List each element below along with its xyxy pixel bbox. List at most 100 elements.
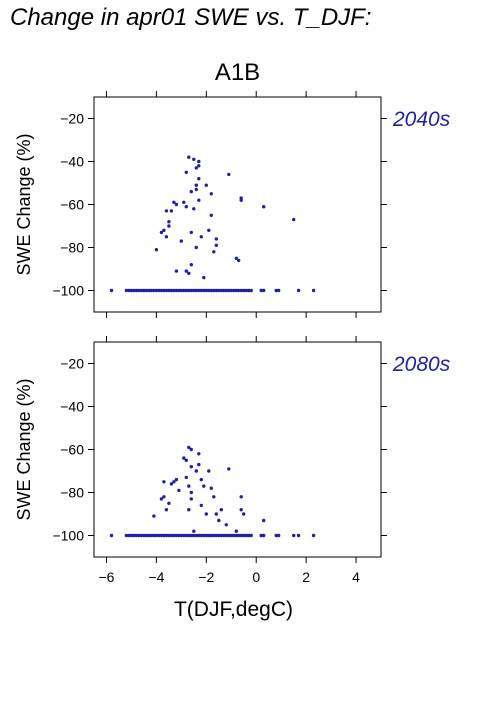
data-point [124,533,129,538]
data-point [177,488,181,493]
data-point [239,288,243,293]
data-point [197,288,201,293]
data-point [134,533,139,538]
data-point [167,224,171,228]
data-point [129,533,134,538]
data-point [209,288,213,293]
plot-frame [93,341,382,558]
data-point [154,248,159,252]
x-tick-label: 4 [352,569,360,585]
data-point [277,533,281,538]
data-point [184,170,188,174]
data-point [204,512,208,516]
data-point [182,533,186,538]
data-point [219,508,223,512]
data-point [187,288,191,293]
data-point [197,159,201,164]
y-tick-label: −80 [60,240,84,256]
data-point [187,508,191,512]
data-point [242,512,246,516]
data-point [217,533,221,538]
data-point [179,288,183,293]
data-point [249,533,253,538]
data-point [207,228,211,232]
data-point [152,288,156,293]
y-tick-label: −40 [60,154,84,170]
data-point [174,288,179,293]
period-label: 2040s [392,108,451,131]
data-point [142,288,146,293]
data-point [224,523,228,527]
data-point [197,177,201,181]
data-point [147,288,151,293]
data-point [164,235,169,239]
data-point [157,533,161,538]
data-point [214,237,218,241]
data-point [182,288,186,293]
y-tick-label: −100 [52,283,84,299]
y-tick-label: −40 [60,399,84,415]
data-point [174,477,179,482]
data-point [159,533,164,538]
data-point [187,445,191,450]
data-point [199,235,203,239]
data-point [207,288,211,293]
data-point [217,288,221,293]
data-point [144,533,149,538]
data-point [239,198,243,202]
data-point [247,533,251,538]
data-point [199,477,203,482]
data-point [109,288,114,293]
data-point [184,205,188,209]
data-point [194,183,198,187]
data-point [212,250,216,254]
data-point [247,288,251,293]
data-point [152,533,156,538]
data-point [311,288,316,293]
data-point [167,220,171,224]
data-point [214,288,218,293]
data-point [212,495,216,499]
data-point [229,533,233,538]
data-point [184,533,188,538]
data-point [189,263,193,267]
data-point [202,533,206,538]
data-point [159,497,164,501]
x-tick-label: 0 [252,569,260,585]
data-point [237,288,241,293]
data-point [217,518,221,523]
data-point [189,533,193,538]
data-point [134,288,139,293]
data-point [239,495,243,499]
data-point [212,533,216,538]
data-point [197,452,201,456]
data-point [207,469,211,473]
data-point [167,533,171,538]
data-point [277,288,281,293]
data-point [259,288,263,293]
data-point [164,209,169,213]
x-tick-label: −2 [198,569,214,585]
data-point [137,533,141,538]
data-point [194,187,198,192]
data-point [164,508,169,512]
data-point [197,462,201,467]
x-axis-label: T(DJF,degC) [174,598,293,621]
data-point [199,533,203,538]
data-point [209,486,213,490]
y-tick-label: −20 [60,356,84,372]
plot-frame [93,96,382,313]
data-point [192,207,196,211]
data-point [174,202,179,207]
data-point [219,533,223,538]
data-point [242,533,246,538]
data-point [259,533,263,538]
data-point [162,480,166,484]
data-point [149,288,154,293]
data-point [197,533,201,538]
data-point [219,288,223,293]
figure-title: Change in apr01 SWE vs. T_DJF: [10,4,372,31]
data-point [212,288,216,293]
data-point [127,288,131,293]
